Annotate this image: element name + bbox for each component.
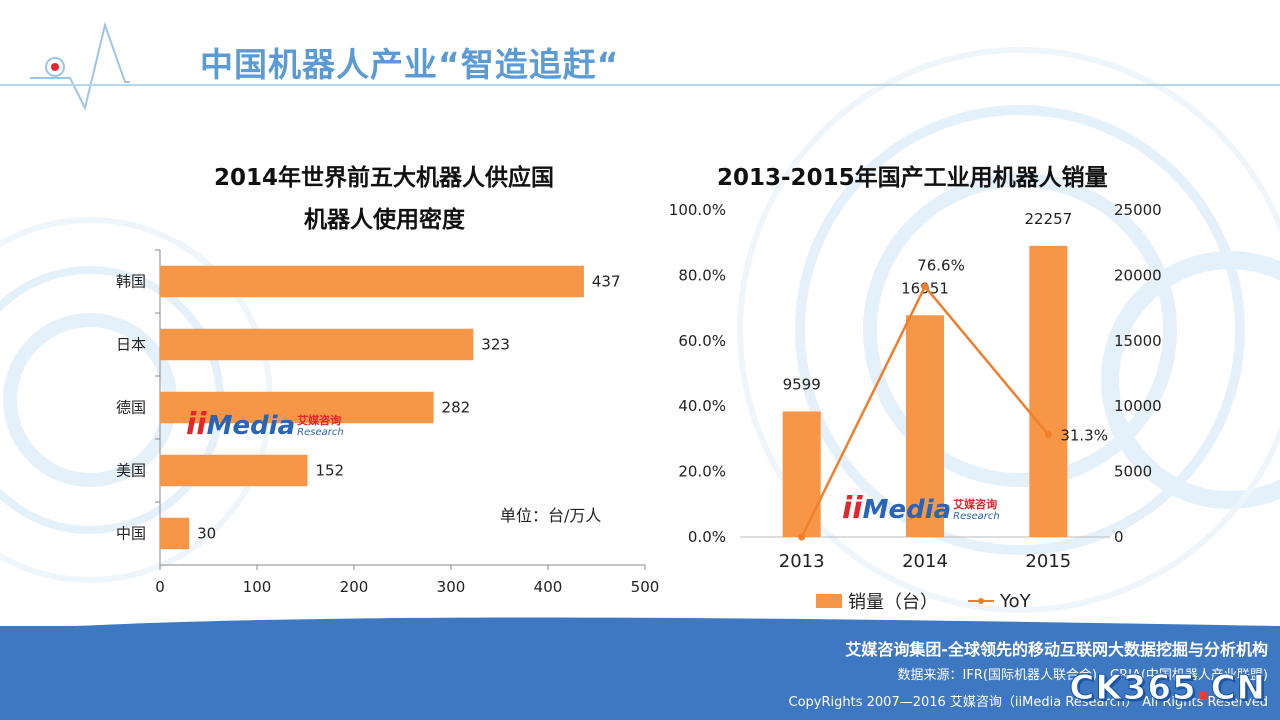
category-label: 美国	[116, 462, 146, 480]
left-axis-tick-label: 20.0%	[678, 463, 726, 481]
x-tick-label: 500	[631, 578, 660, 596]
iimedia-logo-right: ii Media 艾媒咨询 Research	[842, 491, 1000, 526]
bar-韩国	[160, 265, 584, 298]
right-chart-title: 2013-2015年国产工业用机器人销量	[717, 165, 1108, 191]
left-chart-title-line2: 机器人使用密度	[304, 207, 465, 233]
legend-line-swatch	[968, 594, 994, 608]
yoy-point	[1044, 431, 1052, 439]
bar-美国	[160, 454, 308, 487]
legend-yoy-label: YoY	[1000, 590, 1031, 612]
right-axis-tick-label: 0	[1114, 528, 1124, 546]
legend-item-yoy: YoY	[968, 591, 1031, 612]
x-tick-label: 100	[243, 578, 272, 596]
bar-2013	[782, 411, 821, 537]
logo-ii: ii	[842, 491, 863, 526]
legend-item-sales: 销量（台）	[816, 588, 938, 614]
left-axis-tick-label: 40.0%	[678, 397, 726, 415]
left-axis-tick-label: 60.0%	[678, 332, 726, 350]
category-label: 中国	[116, 525, 146, 543]
data-label: 323	[481, 336, 510, 354]
x-tick-label: 400	[534, 578, 563, 596]
yoy-data-label: 31.3%	[1060, 427, 1108, 445]
x-tick-label: 300	[437, 578, 466, 596]
sales-combo-chart: 0.0% 20.0% 40.0% 60.0% 80.0% 100.0% 0 5000 10000…	[669, 201, 1162, 572]
header-pulse-icon	[30, 21, 130, 110]
page-title: 中国机器人产业“智造追赶“	[200, 45, 620, 84]
right-axis-tick-label: 20000	[1114, 266, 1162, 284]
right-axis-tick-label: 5000	[1114, 463, 1152, 481]
logo-cn: 艾媒咨询	[297, 414, 342, 427]
category-label: 德国	[116, 399, 146, 417]
data-label: 152	[315, 462, 344, 480]
left-axis-tick-label: 80.0%	[678, 266, 726, 284]
right-axis-tick-label: 10000	[1114, 397, 1162, 415]
legend-sales-label: 销量（台）	[848, 592, 938, 613]
bar-日本	[160, 328, 474, 361]
header-divider	[0, 84, 1280, 86]
left-chart-title-line1: 2014年世界前五大机器人供应国	[214, 165, 555, 191]
logo-ii: ii	[186, 407, 207, 442]
legend-bar-swatch	[816, 594, 842, 608]
right-axis-tick-label: 25000	[1114, 201, 1162, 219]
data-label: 437	[592, 273, 621, 291]
bar-中国	[160, 517, 190, 550]
yoy-point	[798, 533, 806, 541]
bar-data-label: 22257	[1024, 210, 1072, 228]
data-label: 282	[442, 399, 471, 417]
footer-slogan: 艾媒咨询集团-全球领先的移动互联网大数据挖掘与分析机构	[845, 640, 1268, 659]
chart-legend: 销量（台） YoY	[816, 588, 1031, 614]
category-label: 日本	[116, 336, 146, 354]
bar-2014	[906, 315, 944, 537]
x-category-label: 2014	[902, 551, 948, 572]
data-label: 30	[197, 525, 216, 543]
logo-media: Media	[206, 411, 296, 441]
x-tick-label: 0	[155, 578, 165, 596]
logo-en: Research	[953, 511, 1000, 522]
x-category-label: 2015	[1025, 551, 1071, 572]
unit-note: 单位：台/万人	[500, 506, 602, 525]
category-label: 韩国	[116, 273, 146, 291]
yoy-data-label: 76.6%	[917, 257, 965, 275]
logo-media: Media	[862, 495, 952, 525]
iimedia-logo-left: ii Media 艾媒咨询 Research	[186, 407, 344, 442]
bar-德国	[160, 391, 434, 424]
yoy-point	[921, 283, 929, 291]
bar-data-label: 9599	[783, 375, 821, 393]
x-category-label: 2013	[779, 551, 825, 572]
watermark-tail: CN	[1210, 668, 1266, 709]
logo-cn: 艾媒咨询	[953, 498, 998, 511]
bar-2015	[1029, 245, 1068, 537]
ck365-watermark: CK365.CN	[1069, 668, 1266, 709]
left-axis-tick-label: 100.0%	[669, 201, 726, 219]
watermark-main: CK365	[1069, 668, 1197, 709]
footer-copyright: CopyRights 2007—2016 艾媒咨询（iiMedia Resear…	[788, 695, 1268, 710]
left-axis-tick-label: 0.0%	[688, 528, 726, 546]
footer-band	[0, 626, 1280, 720]
watermark-dot: .	[1196, 668, 1211, 709]
logo-en: Research	[297, 427, 344, 438]
density-bar-chart: 0 100 200 300 400 500 韩国 437 日本 323 德国 282 美国 152 中国 30	[116, 249, 660, 596]
x-tick-label: 200	[340, 578, 369, 596]
right-axis-tick-label: 15000	[1114, 332, 1162, 350]
footer-source: 数据来源：IFR(国际机器人联合会)，CRIA(中国机器人产业联盟)	[897, 668, 1268, 683]
